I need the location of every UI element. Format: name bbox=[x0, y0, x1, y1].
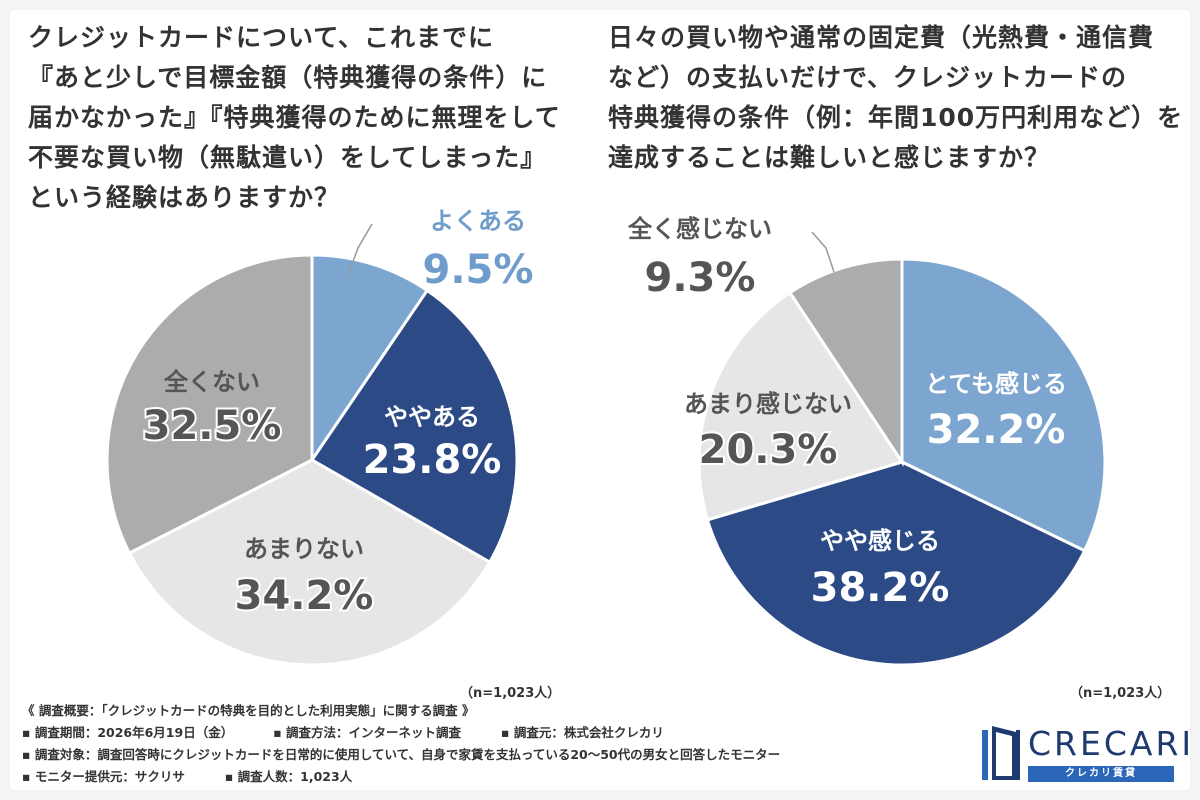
right-slice-percent: 9.3% bbox=[645, 255, 756, 301]
right-question-line: など）の支払いだけで、クレジットカードの bbox=[608, 63, 1128, 92]
left-slice-label: よくある bbox=[430, 207, 526, 235]
right-slice-percent: 32.2% bbox=[927, 407, 1066, 453]
survey-count: ▪ 調査人数：1,023人 bbox=[224, 769, 353, 784]
left-pie-slice bbox=[127, 458, 492, 667]
right-pie-slice bbox=[787, 257, 904, 467]
left-slice-label: 全くない bbox=[163, 368, 260, 396]
survey-summary: 《 調査概要：「クレジットカードの特典を目的とした利用実態」に関する調査 》 bbox=[22, 703, 475, 718]
survey-provider: ▪ モニター提供元：サクリサ bbox=[22, 769, 185, 784]
left-slice-percent: 34.2% bbox=[235, 573, 374, 619]
door-logo-icon bbox=[982, 726, 1020, 780]
left-question-line: という経験はありますか？ bbox=[28, 183, 341, 212]
logo-subtitle: クレカリ賃貸 bbox=[1028, 766, 1174, 782]
right-pie-slice bbox=[705, 460, 1087, 667]
right-pie-slice bbox=[900, 257, 1107, 553]
right-pie-slices bbox=[697, 257, 1107, 667]
left-question-line: クレジットカードについて、これまでに bbox=[28, 23, 495, 52]
right-leader-line bbox=[811, 231, 835, 273]
left-question-title: クレジットカードについて、これまでに 『あと少しで目標金額（特典獲得の条件）に … bbox=[28, 18, 588, 218]
survey-row: ▪ 調査対象：調査回答時にクレジットカードを日常的に使用していて、自身で家賃を支… bbox=[22, 744, 942, 766]
left-slice-percent: 32.5% bbox=[143, 403, 282, 449]
survey-source: ▪ 調査元：株式会社クレカリ bbox=[501, 725, 664, 740]
left-pie-slice bbox=[105, 253, 314, 556]
logo-name: CRECARI bbox=[1028, 724, 1195, 763]
survey-summary-row: 《 調査概要：「クレジットカードの特典を目的とした利用実態」に関する調査 》 bbox=[22, 700, 942, 722]
left-pie-slice bbox=[309, 288, 519, 565]
survey-overview: 《 調査概要：「クレジットカードの特典を目的とした利用実態」に関する調査 》 ▪… bbox=[22, 700, 942, 788]
survey-period: ▪ 調査期間：2026年6月19日（金） bbox=[22, 725, 234, 740]
survey-method: ▪ 調査方法：インターネット調査 bbox=[273, 725, 462, 740]
right-question-line: 特典獲得の条件（例：年間100万円利用など）を bbox=[608, 103, 1184, 132]
left-sample-size: （n=1,023人） bbox=[460, 686, 561, 701]
left-question-line: 不要な買い物（無駄遣い）をしてしまった』 bbox=[28, 143, 547, 172]
left-pie-slice bbox=[310, 253, 430, 465]
right-slice-label: とても感じる bbox=[925, 370, 1067, 398]
right-question-title: 日々の買い物や通常の固定費（光熱費・通信費 など）の支払いだけで、クレジットカー… bbox=[608, 18, 1188, 178]
left-question-line: 『あと少しで目標金額（特典獲得の条件）に bbox=[28, 63, 548, 92]
left-slice-percent: 23.8% bbox=[363, 437, 502, 483]
left-slice-percent: 9.5% bbox=[423, 247, 534, 293]
right-question-line: 達成することは難しいと感じますか？ bbox=[608, 143, 1051, 172]
right-slice-percent: 38.2% bbox=[811, 565, 950, 611]
right-slice-label: 全く感じない bbox=[627, 215, 772, 243]
left-slice-label: ややある bbox=[384, 403, 480, 431]
right-slice-label: あまり感じない bbox=[684, 390, 852, 418]
crecari-logo: CRECARI クレカリ賃貸 bbox=[980, 722, 1191, 782]
survey-target: ▪ 調査対象：調査回答時にクレジットカードを日常的に使用していて、自身で家賃を支… bbox=[22, 747, 781, 762]
right-slice-percent: 20.3% bbox=[699, 427, 838, 473]
right-slice-label: やや感じる bbox=[820, 527, 940, 555]
survey-row: ▪ 調査期間：2026年6月19日（金） ▪ 調査方法：インターネット調査 ▪ … bbox=[22, 722, 942, 744]
left-question-line: 届かなかった』『特典獲得のために無理をして bbox=[28, 103, 561, 132]
left-slice-label: あまりない bbox=[244, 535, 364, 563]
left-pie-slices bbox=[105, 253, 519, 667]
right-sample-size: （n=1,023人） bbox=[1070, 686, 1171, 701]
survey-row: ▪ モニター提供元：サクリサ ▪ 調査人数：1,023人 bbox=[22, 766, 942, 788]
right-pie-slice bbox=[697, 290, 905, 522]
right-question-line: 日々の買い物や通常の固定費（光熱費・通信費 bbox=[608, 23, 1155, 52]
left-leader-line bbox=[347, 223, 373, 276]
